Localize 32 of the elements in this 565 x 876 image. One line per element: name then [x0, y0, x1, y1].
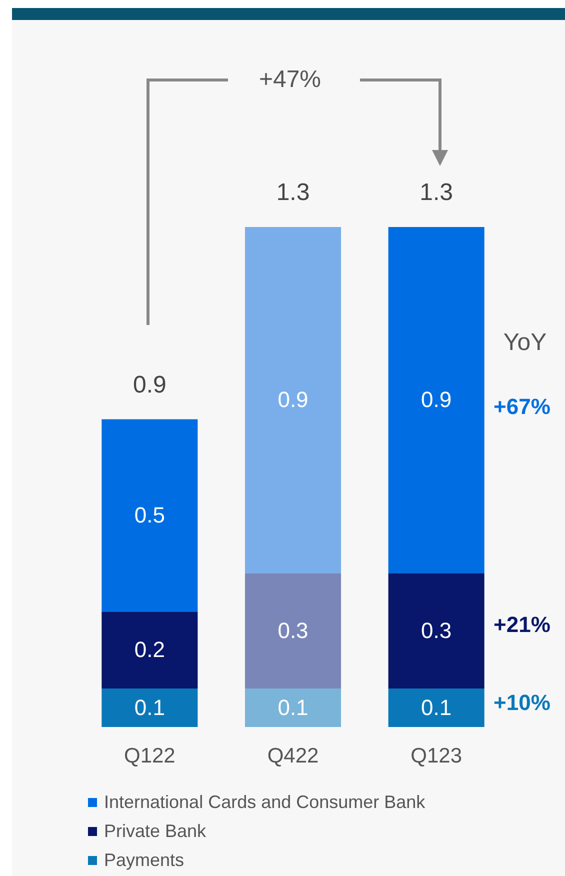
legend-label: International Cards and Consumer Bank [104, 792, 426, 813]
bar [102, 419, 198, 612]
bar [102, 688, 198, 727]
bar [388, 227, 484, 574]
data-label: 0.9 [421, 387, 452, 412]
legend-label: Private Bank [104, 821, 206, 842]
total-label: 1.3 [420, 179, 454, 206]
text: +47% [258, 66, 322, 94]
legend-label: Payments [104, 850, 184, 871]
data-label: 0.1 [421, 694, 452, 720]
data-label: 0.3 [278, 618, 308, 643]
bar [244, 573, 342, 689]
bar [102, 612, 198, 689]
x-tick-label: Q422 [267, 744, 319, 768]
annotation: YoY [503, 329, 547, 357]
annotation: +10% [494, 690, 550, 716]
total-label: 0.9 [132, 371, 166, 398]
annotation: +21% [494, 612, 550, 638]
data-label: 0.1 [134, 694, 165, 720]
data-label: 0.5 [134, 502, 165, 528]
data-label: 0.1 [278, 694, 308, 720]
annotation: +67% [494, 394, 550, 420]
x-tick-label: Q122 [124, 744, 176, 768]
bar [244, 227, 342, 574]
bar [388, 573, 484, 689]
bar [244, 688, 342, 727]
bar [388, 688, 484, 727]
x-tick-label: Q123 [410, 744, 462, 768]
data-label: 0.9 [278, 387, 308, 412]
data-label: 0.3 [421, 618, 452, 643]
total-label: 1.3 [276, 179, 310, 206]
data-label: 0.2 [134, 637, 165, 662]
